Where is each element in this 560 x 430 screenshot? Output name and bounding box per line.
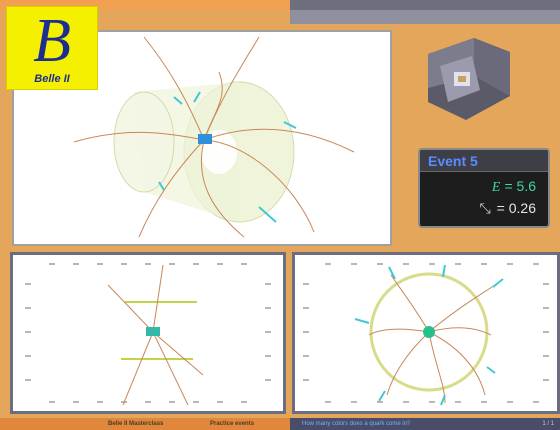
cluster bbox=[283, 121, 297, 129]
cluster bbox=[440, 394, 446, 406]
footer-right: How many colors does a quark come in? 1 … bbox=[290, 418, 560, 430]
footer-page-number: 1 / 1 bbox=[542, 421, 554, 427]
cluster bbox=[486, 366, 496, 374]
calorimeter-ring bbox=[369, 272, 489, 392]
cluster-group bbox=[158, 91, 297, 223]
track bbox=[107, 284, 154, 333]
footer-section: Practice events bbox=[210, 421, 255, 427]
track bbox=[428, 284, 496, 333]
track bbox=[152, 264, 164, 333]
main-event-view[interactable] bbox=[12, 30, 392, 246]
track bbox=[368, 328, 430, 336]
top-bar-right bbox=[290, 0, 560, 10]
footer-question: How many colors does a quark come in? bbox=[302, 421, 411, 427]
transverse-track-group bbox=[368, 274, 496, 404]
track bbox=[428, 331, 446, 404]
angle-value: = 0.26 bbox=[496, 200, 536, 216]
transverse-view-panel[interactable] bbox=[292, 252, 560, 414]
side-view-panel[interactable] bbox=[10, 252, 286, 414]
detector-thumbnail[interactable] bbox=[418, 26, 514, 126]
transverse-cluster-group bbox=[354, 264, 504, 406]
detector-icon bbox=[428, 38, 510, 120]
track bbox=[390, 274, 430, 333]
cylinder-front-ring bbox=[113, 91, 175, 193]
event-title: Event 5 bbox=[420, 150, 548, 172]
transverse-view-ticks bbox=[303, 263, 549, 403]
cluster bbox=[388, 266, 396, 280]
transverse-interaction-point bbox=[423, 326, 435, 338]
track bbox=[428, 327, 492, 336]
cluster bbox=[378, 390, 386, 402]
logo-text: Belle II bbox=[34, 73, 70, 85]
side-interaction-point bbox=[146, 327, 160, 336]
cluster bbox=[193, 91, 201, 103]
belle2-logo: B Belle II bbox=[6, 6, 98, 90]
belle2-logo-icon: B bbox=[33, 7, 71, 71]
track bbox=[200, 139, 245, 238]
track bbox=[428, 331, 486, 396]
side-view-canvas bbox=[25, 263, 271, 406]
footer-left: Belle II Masterclass Practice events bbox=[0, 418, 290, 430]
cluster bbox=[258, 206, 277, 223]
track bbox=[152, 331, 204, 376]
angle-readout: ⤡ = 0.26 bbox=[479, 200, 536, 217]
energy-value: = 5.6 bbox=[504, 178, 536, 194]
track bbox=[73, 131, 205, 143]
top-bar-left bbox=[0, 0, 290, 10]
side-track-group bbox=[107, 264, 204, 406]
detector-face bbox=[474, 38, 510, 96]
cluster bbox=[158, 181, 165, 191]
track bbox=[152, 331, 189, 406]
track bbox=[203, 139, 315, 233]
track bbox=[138, 139, 205, 238]
cluster bbox=[173, 96, 183, 105]
cluster bbox=[492, 278, 504, 288]
thrust-angle-icon: ⤡ bbox=[479, 200, 491, 216]
cluster bbox=[354, 318, 370, 324]
track bbox=[203, 128, 355, 153]
cluster bbox=[442, 264, 446, 278]
track bbox=[122, 331, 154, 406]
energy-symbol: E bbox=[491, 180, 501, 195]
logo-letter: B bbox=[33, 7, 71, 71]
transverse-view-canvas bbox=[303, 263, 549, 406]
energy-readout: E = 5.6 bbox=[492, 178, 536, 196]
detector-inner bbox=[458, 76, 466, 82]
interaction-point bbox=[198, 134, 212, 144]
track bbox=[203, 71, 223, 141]
track bbox=[386, 331, 430, 396]
footer-course: Belle II Masterclass bbox=[108, 421, 164, 427]
top-band-right bbox=[290, 10, 560, 24]
main-view-canvas bbox=[73, 36, 355, 238]
track-group bbox=[73, 36, 355, 238]
track bbox=[143, 36, 205, 141]
event-info-panel: Event 5 E = 5.6 ⤡ = 0.26 bbox=[418, 148, 550, 228]
